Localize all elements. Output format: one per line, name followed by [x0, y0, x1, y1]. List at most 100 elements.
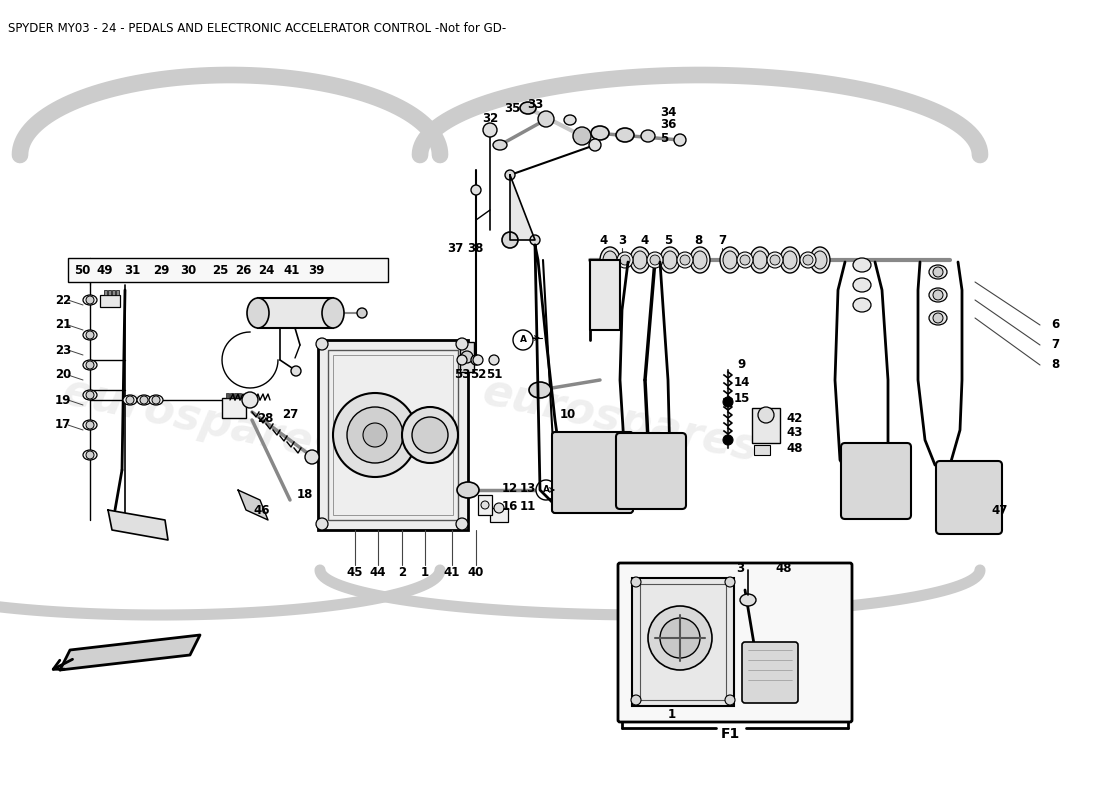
Ellipse shape: [663, 251, 676, 269]
Text: 47: 47: [992, 503, 1009, 517]
Circle shape: [86, 296, 94, 304]
Ellipse shape: [754, 251, 767, 269]
Ellipse shape: [123, 395, 138, 405]
Circle shape: [461, 351, 473, 363]
Text: 52: 52: [470, 369, 486, 382]
Circle shape: [758, 407, 774, 423]
Circle shape: [481, 501, 490, 509]
FancyBboxPatch shape: [616, 433, 686, 509]
Ellipse shape: [564, 115, 576, 125]
Circle shape: [242, 392, 258, 408]
Text: 9: 9: [738, 358, 746, 371]
Circle shape: [725, 577, 735, 587]
Circle shape: [631, 577, 641, 587]
Circle shape: [631, 695, 641, 705]
Text: 44: 44: [370, 566, 386, 578]
Bar: [226, 393, 229, 398]
Ellipse shape: [632, 251, 647, 269]
Text: 20: 20: [55, 369, 72, 382]
Text: 3: 3: [618, 234, 626, 246]
Circle shape: [152, 396, 160, 404]
Text: 49: 49: [97, 263, 113, 277]
Text: 23: 23: [55, 343, 72, 357]
Circle shape: [536, 480, 556, 500]
Bar: [230, 393, 233, 398]
Ellipse shape: [720, 247, 740, 273]
Text: 7: 7: [718, 234, 726, 246]
Text: 8: 8: [694, 234, 702, 246]
Bar: [258, 298, 333, 328]
Polygon shape: [510, 175, 535, 240]
Text: 24: 24: [257, 263, 274, 277]
Text: 1: 1: [668, 709, 676, 722]
Bar: [222, 398, 246, 418]
Text: 42: 42: [786, 411, 803, 425]
Bar: [478, 495, 492, 515]
FancyBboxPatch shape: [552, 432, 632, 513]
FancyBboxPatch shape: [742, 642, 797, 703]
Circle shape: [292, 366, 301, 376]
Text: 51: 51: [486, 369, 503, 382]
Text: 39: 39: [308, 263, 324, 277]
Circle shape: [674, 134, 686, 146]
Text: 6: 6: [1050, 318, 1059, 331]
Circle shape: [588, 139, 601, 151]
Text: 15: 15: [734, 393, 750, 406]
Text: 48: 48: [776, 562, 792, 574]
Text: 50: 50: [74, 263, 90, 277]
Circle shape: [933, 313, 943, 323]
Ellipse shape: [852, 298, 871, 312]
Circle shape: [725, 695, 735, 705]
Bar: [104, 290, 107, 295]
Ellipse shape: [813, 251, 827, 269]
Circle shape: [86, 451, 94, 459]
Text: 41: 41: [443, 566, 460, 578]
Circle shape: [502, 232, 518, 248]
Circle shape: [680, 255, 690, 265]
Text: 48: 48: [786, 442, 803, 454]
Ellipse shape: [641, 130, 654, 142]
Ellipse shape: [591, 126, 609, 140]
Circle shape: [513, 330, 534, 350]
Circle shape: [723, 397, 733, 407]
Text: 18: 18: [297, 489, 313, 502]
Ellipse shape: [600, 247, 620, 273]
Text: 1: 1: [421, 566, 429, 578]
Ellipse shape: [690, 247, 710, 273]
Ellipse shape: [493, 140, 507, 150]
Circle shape: [770, 255, 780, 265]
Text: 29: 29: [153, 263, 169, 277]
Bar: [328, 350, 458, 520]
Ellipse shape: [647, 252, 663, 268]
Circle shape: [140, 396, 148, 404]
Text: 41: 41: [284, 263, 300, 277]
Circle shape: [933, 290, 943, 300]
Ellipse shape: [810, 247, 830, 273]
Ellipse shape: [248, 298, 270, 328]
Circle shape: [473, 355, 483, 365]
Circle shape: [402, 407, 458, 463]
Circle shape: [316, 338, 328, 350]
Circle shape: [538, 111, 554, 127]
Text: SPYDER MY03 - 24 - PEDALS AND ELECTRONIC ACCELERATOR CONTROL -Not for GD-: SPYDER MY03 - 24 - PEDALS AND ELECTRONIC…: [8, 22, 506, 35]
Bar: [234, 393, 236, 398]
Circle shape: [650, 255, 660, 265]
Text: 34: 34: [660, 106, 676, 118]
Ellipse shape: [148, 395, 163, 405]
Circle shape: [740, 255, 750, 265]
Text: 53: 53: [454, 369, 470, 382]
Ellipse shape: [617, 252, 632, 268]
Text: 38: 38: [466, 242, 483, 254]
Circle shape: [648, 606, 712, 670]
Text: 32: 32: [482, 111, 498, 125]
Text: 2: 2: [398, 566, 406, 578]
Circle shape: [456, 518, 468, 530]
Text: 4: 4: [600, 234, 608, 246]
Text: 30: 30: [180, 263, 196, 277]
Bar: [238, 393, 241, 398]
Text: 25: 25: [212, 263, 228, 277]
Ellipse shape: [358, 308, 367, 318]
Ellipse shape: [630, 247, 650, 273]
Circle shape: [530, 235, 540, 245]
Circle shape: [490, 355, 499, 365]
